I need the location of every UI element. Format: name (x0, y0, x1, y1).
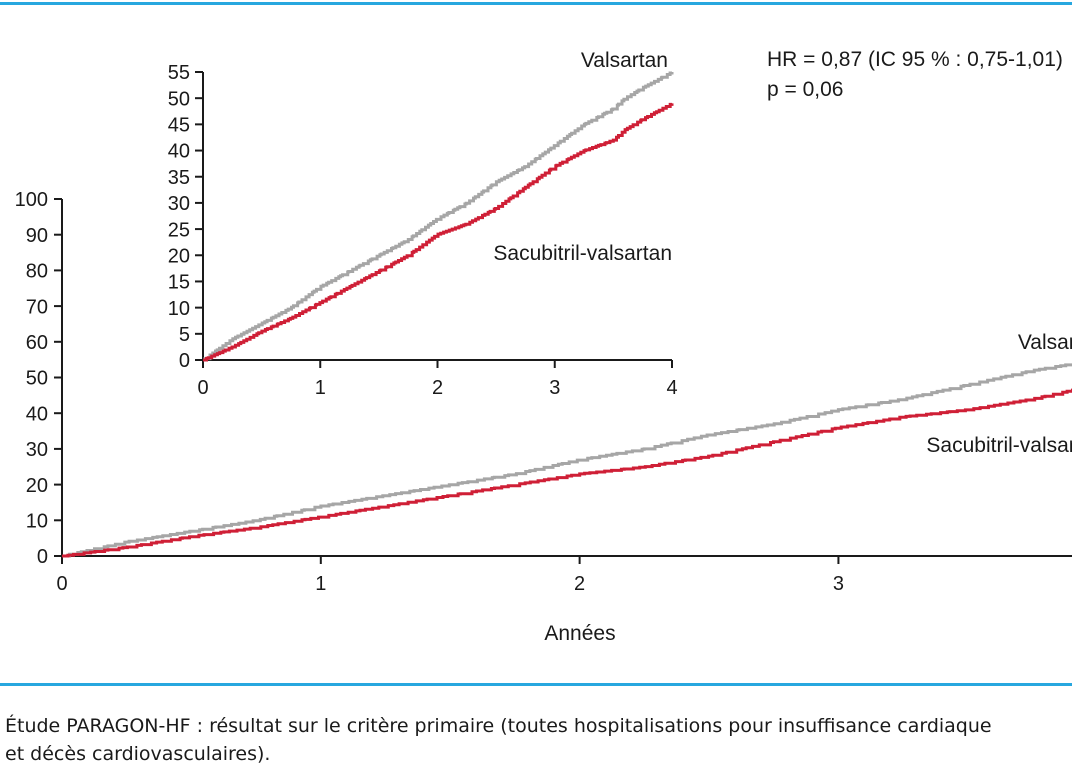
caption-line-2: et décès cardiovasculaires). (5, 743, 271, 765)
main-y-tick-label: 0 (37, 546, 48, 568)
inset-label-sacubitril-valsartan: Sacubitril-valsartan (493, 242, 672, 265)
figure-caption: Étude PARAGON-HF : résultat sur le critè… (5, 712, 1072, 768)
main-x-tick-label: 1 (315, 573, 326, 595)
main-y-tick-label: 60 (26, 332, 48, 354)
inset-y-tick-label: 55 (168, 62, 190, 84)
main-chart: 01020304050607080901000123AnnéesValsarta… (15, 189, 1072, 645)
inset-y-tick-label: 25 (168, 219, 190, 241)
p-value-text: p = 0,06 (767, 78, 843, 101)
main-y-tick-label: 20 (26, 475, 48, 497)
inset-chart: 0 5 10 15 20 25 30 35 40 45 50 55 0 1 2 3 4 Valsartan Sacu… (168, 49, 678, 399)
main-y-tick-label: 40 (26, 403, 48, 425)
km-figure: 01020304050607080901000123AnnéesValsarta… (15, 48, 1072, 645)
inset-x-tick-label: 1 (315, 377, 326, 399)
inset-y-tick-label: 5 (179, 324, 190, 346)
inset-y-tick-label: 50 (168, 88, 190, 110)
inset-series-valsartan (203, 71, 674, 362)
main-y-tick-label: 50 (26, 368, 48, 390)
caption-rule (0, 683, 1072, 686)
inset-x-tick-label: 4 (666, 377, 677, 399)
inset-y-tick-label: 20 (168, 245, 190, 267)
inset-x-tick-label: 2 (432, 377, 443, 399)
main-y-tick-label: 70 (26, 296, 48, 318)
main-x-tick-label: 2 (574, 573, 585, 595)
main-y-tick-label: 80 (26, 261, 48, 283)
main-y-tick-label: 90 (26, 225, 48, 247)
inset-label-valsartan: Valsartan (581, 49, 668, 72)
main-x-tick-label: 3 (833, 573, 844, 595)
main-label-sacubitril-valsartan: Sacubitril-valsartan (926, 434, 1072, 457)
main-x-tick-label: 0 (56, 573, 67, 595)
inset-y-tick-label: 30 (168, 193, 190, 215)
inset-y-tick-label: 45 (168, 115, 190, 137)
inset-y-tick-label: 10 (168, 298, 190, 320)
main-series-sacubitril-valsartan (62, 388, 1072, 558)
main-y-tick-label: 10 (26, 511, 48, 533)
main-y-tick-label: 30 (26, 439, 48, 461)
inset-y-tick-label: 0 (179, 350, 190, 372)
caption-line-1: Étude PARAGON-HF : résultat sur le critè… (5, 715, 992, 737)
inset-x-tick-label: 3 (549, 377, 560, 399)
inset-series-sacubitril-valsartan (203, 102, 674, 362)
hazard-ratio-text: HR = 0,87 (IC 95 % : 0,75-1,01) (767, 48, 1063, 71)
main-series-valsartan (62, 363, 1072, 558)
inset-y-tick-label: 40 (168, 141, 190, 163)
top-rule (0, 2, 1072, 5)
inset-x-tick-label: 0 (197, 377, 208, 399)
inset-y-tick-label: 35 (168, 167, 190, 189)
main-x-axis-label: Années (544, 622, 615, 645)
main-y-tick-label: 100 (15, 189, 48, 211)
stats-annotation: HR = 0,87 (IC 95 % : 0,75-1,01) p = 0,06 (767, 48, 1063, 101)
inset-y-tick-label: 15 (168, 272, 190, 294)
main-label-valsartan: Valsartan (1018, 331, 1072, 354)
